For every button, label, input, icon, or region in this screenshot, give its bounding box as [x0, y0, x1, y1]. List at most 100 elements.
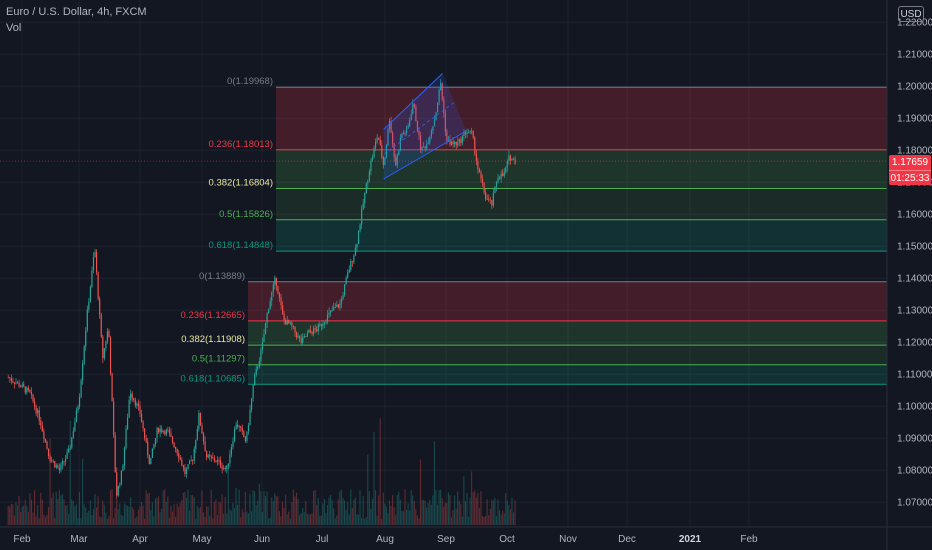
volume-bar [233, 507, 236, 525]
candle-body [196, 428, 198, 441]
candle-body [21, 384, 23, 387]
candle-body [63, 461, 65, 462]
volume-bar [116, 498, 118, 525]
candle-body [190, 460, 192, 461]
candle-body [154, 438, 157, 445]
volume-bar [497, 499, 499, 525]
volume-bar [196, 506, 198, 525]
candle-body [151, 448, 153, 458]
candle-body [306, 333, 308, 337]
volume-bar [336, 515, 338, 525]
volume-bar [258, 483, 260, 525]
fib-upper-zone [276, 188, 887, 220]
volume-bar [337, 499, 339, 525]
x-tick-label: Aug [376, 534, 394, 545]
volume-bar [46, 514, 48, 525]
volume-bar [15, 502, 17, 525]
volume-bar [139, 506, 141, 525]
volume-bar [331, 499, 333, 525]
volume-bar [142, 505, 144, 525]
volume-bar [345, 509, 347, 525]
volume-bar [271, 497, 273, 525]
volume-bar [429, 499, 431, 525]
volume-bar [266, 491, 268, 525]
volume-bar [512, 512, 515, 525]
volume-bar [140, 501, 143, 525]
x-tick-label: Apr [132, 534, 148, 545]
fibonacci-retracements[interactable]: 0(1.19968) 0.236(1.18013) 0.382(1.16804) 0.… [181, 76, 887, 385]
candle-body [514, 158, 516, 165]
fib-lower-zone [248, 345, 887, 365]
candle-body [108, 331, 110, 338]
volume-bar [212, 518, 214, 525]
volume-bar [235, 487, 237, 525]
candle-body [426, 144, 428, 149]
candle-body [419, 134, 422, 150]
candle-body [477, 160, 479, 170]
volume-bar [33, 490, 36, 525]
volume-bar [247, 513, 249, 525]
volume-bar [133, 509, 135, 525]
volume-bar [455, 508, 457, 525]
volume-bar [10, 504, 12, 525]
volume-bar [223, 513, 225, 525]
symbol-title[interactable]: Euro / U.S. Dollar, 4h, FXCM [6, 6, 147, 18]
volume-bar [9, 506, 11, 525]
candle-body [117, 485, 119, 496]
candle-body [142, 421, 144, 429]
volume-bar [426, 507, 428, 525]
volume-bar [458, 500, 460, 525]
x-tick-label: Sep [437, 534, 455, 545]
candle-body [16, 382, 19, 384]
volume-bar [23, 505, 25, 525]
candle-body [474, 137, 476, 154]
volume-bar [446, 503, 448, 525]
volume-bar [66, 504, 68, 525]
candle-body [23, 384, 25, 387]
candle-body [237, 424, 239, 427]
volume-bar [491, 500, 493, 525]
candle-body [89, 286, 91, 302]
candle-body [209, 454, 211, 457]
candle-body [147, 441, 149, 456]
candle-body [171, 436, 174, 443]
candle-body [305, 335, 307, 337]
candle-body [139, 405, 141, 414]
candle-body [243, 431, 245, 437]
y-tick-label: 1.13000 [897, 306, 932, 317]
candle-body [32, 394, 34, 402]
candle-body [277, 285, 279, 294]
candle-body [443, 99, 445, 114]
volume-bar [410, 490, 412, 525]
volume-bar [340, 489, 342, 525]
volume-bar [154, 498, 156, 525]
volume-indicator-label[interactable]: Vol [6, 22, 22, 34]
y-tick-label: 1.20000 [897, 82, 932, 93]
candle-body [162, 431, 164, 433]
candle-body [427, 142, 429, 145]
candle-body [373, 147, 375, 158]
candle-body [418, 130, 420, 135]
candle-body [128, 400, 130, 418]
candle-body [485, 192, 487, 200]
candle-body [392, 132, 394, 144]
candle-body [433, 120, 436, 127]
currency-button[interactable]: USD [898, 6, 924, 22]
volume-bar [306, 513, 308, 525]
candle-body [77, 406, 79, 411]
candle-body [165, 429, 167, 435]
volume-bar [47, 506, 50, 525]
volume-bar [294, 496, 296, 525]
volume-bar [144, 518, 146, 525]
candle-body [452, 141, 454, 145]
volume-bar [503, 513, 505, 525]
candle-body [230, 447, 233, 455]
volume-bar [167, 496, 169, 525]
candle-body [18, 382, 20, 387]
rising-channel-drawing[interactable] [383, 73, 467, 180]
volume-bar [393, 507, 395, 525]
candle-body [294, 326, 296, 333]
volume-bar [122, 515, 124, 525]
fib-upper-level-label: 0(1.19968) [227, 76, 273, 87]
